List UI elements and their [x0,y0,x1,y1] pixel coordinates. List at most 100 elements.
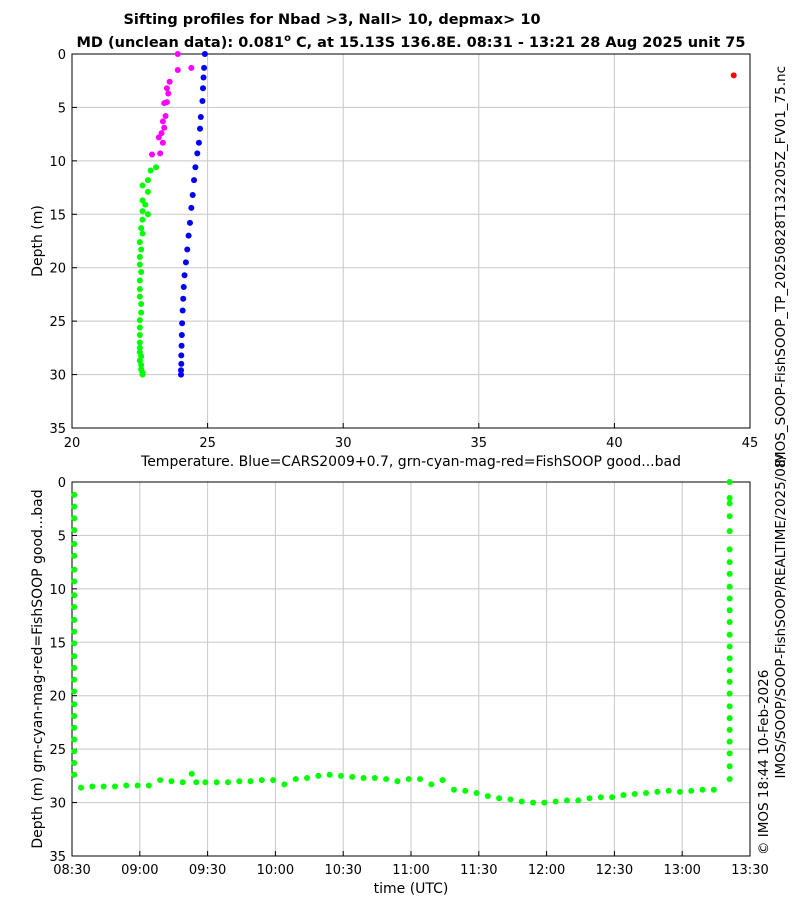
profile-point-green [139,182,146,189]
depth-time-point-green [726,595,733,602]
depth-time-point-green [462,787,469,794]
depth-time-point-green [89,783,96,790]
depth-time-point-green [71,748,78,755]
depth-time-point-green [726,726,733,733]
profile-point-magenta [165,90,172,97]
depth-time-point-green [315,772,322,779]
profile-point-magenta [161,124,168,131]
depth-time-point-green [224,779,231,786]
figure-title-line2: MD (unclean data): 0.081o C, at 15.13S 1… [77,33,746,51]
profile-point-blue [192,164,199,171]
bottom-ytick-label: 10 [49,583,66,598]
depth-time-point-green [726,570,733,577]
depth-time-point-green [304,774,311,781]
depth-time-point-green [726,667,733,674]
bottom-chart-ticks: 08:30 09:00 09:30 10:00 10:30 11:00 11:30 12:00… [49,476,768,878]
depth-time-point-green [586,795,593,802]
bottom-xtick-label: 11:00 [392,863,429,878]
bottom-xtick-label: 13:30 [731,863,768,878]
profile-point-green [142,201,149,208]
profile-point-blue [178,332,185,339]
depth-time-point-green [726,500,733,507]
depth-time-point-green [530,799,537,806]
depth-time-point-green [71,503,78,510]
bottom-ytick-label: 5 [58,529,66,544]
top-ytick-label: 35 [49,422,66,437]
depth-time-point-green [71,688,78,695]
top-xtick-label: 30 [335,436,352,451]
depth-time-point-green [71,578,78,585]
profile-point-green [139,208,146,215]
profile-point-blue [184,246,191,253]
depth-time-point-green [726,690,733,697]
profile-point-blue [178,360,185,367]
depth-time-point-green [726,715,733,722]
depth-time-point-green [193,779,200,786]
profile-point-green [136,254,143,261]
bottom-ytick-label: 30 [49,797,66,812]
depth-time-point-green [518,798,525,805]
depth-time-point-green [620,792,627,799]
depth-time-point-green [236,778,243,785]
bottom-chart-points [71,479,733,806]
depth-time-point-green [726,643,733,650]
top-xtick-label: 20 [64,436,81,451]
profile-point-magenta [163,85,170,92]
bottom-ytick-label: 35 [49,850,66,865]
top-chart-points [136,51,737,378]
top-ytick-label: 20 [49,262,66,277]
bottom-chart-xlabel: time (UTC) [374,881,449,897]
depth-time-point-green [258,777,265,784]
depth-time-point-green [71,592,78,599]
profile-point-green [136,317,143,324]
side-label-credit: © IMOS 18:44 10-Feb-2026 [756,670,772,855]
depth-time-point-green [71,491,78,498]
side-label-path: IMOS/SOOP/SOOP-FishSOOP/REALTIME/2025/08… [773,455,789,779]
depth-time-point-green [213,779,220,786]
profile-point-green [138,246,145,253]
profile-point-magenta [149,151,156,158]
profile-point-blue [197,125,204,132]
depth-time-point-green [405,776,412,783]
depth-time-point-green [726,763,733,770]
profile-point-green [136,332,143,339]
depth-time-point-green [71,724,78,731]
depth-time-point-green [726,631,733,638]
bottom-chart-ylabel: Depth (m) grn-cyan-mag-red=FishSOOP good… [30,489,46,848]
depth-time-point-green [575,797,582,804]
bottom-xtick-label: 10:30 [324,863,361,878]
depth-time-point-green [71,676,78,683]
top-chart-ticks: 20 25 30 35 40 45 0 5 10 15 20 25 30 35 [49,48,758,451]
depth-time-point-green [726,559,733,566]
profile-point-magenta [161,100,168,107]
profile-point-blue [180,283,187,290]
top-ytick-label: 25 [49,315,66,330]
depth-time-point-green [71,701,78,708]
depth-time-point-green [473,789,480,796]
depth-time-point-green [281,781,288,788]
profile-point-red [730,72,737,79]
top-xtick-label: 35 [471,436,488,451]
depth-time-point-green [188,770,195,777]
depth-time-point-green [145,782,152,789]
depth-time-point-green [71,566,78,573]
bottom-xtick-label: 08:30 [53,863,90,878]
profile-point-blue [179,307,186,314]
degree-symbol: o [284,33,291,44]
profile-point-blue [195,139,202,146]
depth-time-point-green [247,778,254,785]
bottom-xtick-label: 10:00 [257,863,294,878]
depth-time-point-green [726,546,733,553]
depth-time-point-green [699,786,706,793]
depth-time-point-green [337,772,344,779]
top-chart-grid [71,53,751,429]
depth-time-point-green [726,655,733,662]
profile-point-magenta [162,112,169,119]
depth-time-point-green [394,778,401,785]
depth-time-point-green [270,777,277,784]
depth-time-point-green [688,787,695,794]
profile-point-blue [179,320,186,327]
profile-point-green [136,261,143,268]
depth-time-point-green [157,777,164,784]
depth-time-point-green [643,789,650,796]
